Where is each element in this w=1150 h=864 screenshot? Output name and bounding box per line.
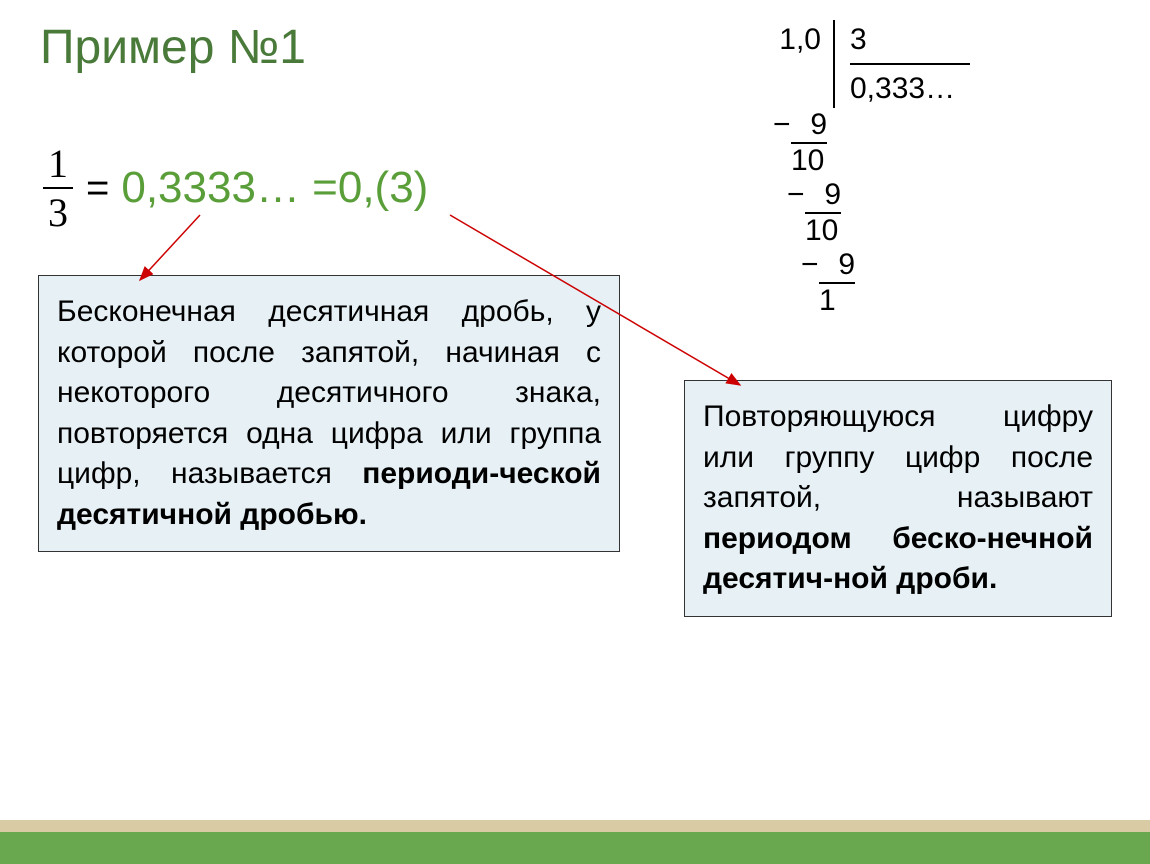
equals-sign: = bbox=[86, 166, 109, 211]
ld-step: 10 bbox=[805, 214, 970, 248]
equation-container: 1 3 = 0,3333… =0,(3) bbox=[42, 140, 428, 236]
ld-step: 1 bbox=[819, 284, 970, 318]
fraction-denominator: 3 bbox=[42, 189, 74, 236]
definition-box-1: Бесконечная десятичная дробь, у которой … bbox=[38, 275, 620, 552]
decimal-result: 0,3333… =0,(3) bbox=[121, 163, 428, 213]
def2-bold: периодом беско-нечной десятич-ной дроби. bbox=[703, 522, 1093, 596]
tan-bar bbox=[0, 820, 1150, 832]
minus-icon: − bbox=[787, 178, 805, 212]
long-division: 1,0 3 0,333… − 9 10 − 9 10 − 9 1 bbox=[763, 20, 970, 318]
definition-box-2: Повторяющуюся цифру или группу цифр посл… bbox=[684, 380, 1112, 617]
fraction: 1 3 bbox=[42, 140, 74, 236]
ld-divisor: 3 bbox=[850, 20, 970, 65]
ld-step: 9 bbox=[791, 108, 827, 144]
ld-step: 10 bbox=[791, 144, 970, 178]
minus-icon: − bbox=[801, 248, 819, 282]
ld-quotient: 0,333… bbox=[850, 65, 970, 108]
ld-step: 9 bbox=[805, 178, 841, 214]
slide-title: Пример №1 bbox=[40, 20, 306, 75]
minus-icon: − bbox=[773, 108, 791, 142]
ld-dividend: 1,0 bbox=[763, 20, 833, 108]
green-bar bbox=[0, 832, 1150, 864]
def2-text: Повторяющуюся цифру или группу цифр посл… bbox=[703, 400, 1093, 514]
fraction-numerator: 1 bbox=[42, 140, 74, 187]
ld-step: 9 bbox=[819, 248, 855, 284]
